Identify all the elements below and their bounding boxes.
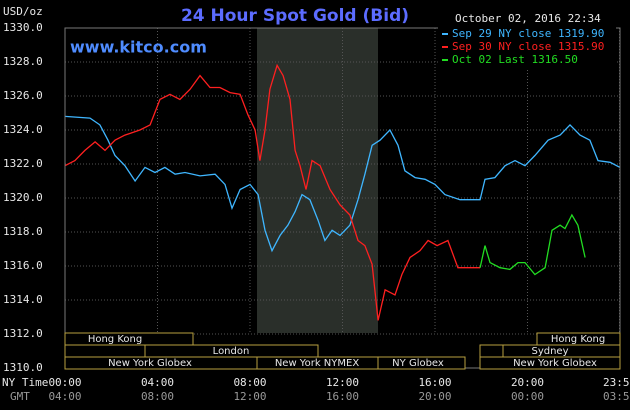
market-label: New York Globex [513, 358, 597, 369]
x-label: NY Time [2, 376, 48, 389]
market-bars: Hong Kong London New York Globex New Yor… [64, 332, 621, 370]
x2-tick-label: 04:00 [48, 390, 81, 403]
chart-title: 24 Hour Spot Gold (Bid) [181, 6, 409, 26]
series-line [64, 115, 621, 253]
legend-label: Sep 30 NY close 1315.90 [452, 40, 604, 53]
legend-box [438, 26, 616, 68]
market-bar [377, 356, 466, 370]
market-label: Sydney [531, 346, 568, 357]
series-line [479, 213, 586, 276]
market-label: London [213, 346, 250, 357]
market-bar [479, 344, 504, 358]
x2-tick-label: 20:00 [418, 390, 451, 403]
y-tick-label: 1326.0 [3, 89, 43, 102]
x-tick-label: 23:59 [603, 376, 630, 389]
market-label: NY Globex [392, 358, 444, 369]
market-label: Hong Kong [551, 334, 605, 345]
x2-tick-label: 03:59 [603, 390, 630, 403]
y-tick-label: 1330.0 [3, 21, 43, 34]
session-shade [257, 28, 378, 333]
y-tick-label: 1320.0 [3, 191, 43, 204]
x-tick-label: 08:00 [233, 376, 266, 389]
market-bar [64, 344, 146, 358]
market-label: New York NYMEX [275, 358, 360, 369]
x2-tick-label: 16:00 [326, 390, 359, 403]
legend-label: Sep 29 NY close 1319.90 [452, 27, 604, 40]
x-tick-label: 04:00 [141, 376, 174, 389]
x-tick-label: 16:00 [418, 376, 451, 389]
market-label: Hong Kong [88, 334, 142, 345]
y-tick-label: 1316.0 [3, 259, 43, 272]
x-tick-label: 00:00 [48, 376, 81, 389]
y-tick-label: 1312.0 [3, 327, 43, 340]
y-tick-label: 1328.0 [3, 55, 43, 68]
lines [64, 63, 621, 321]
y-tick-label: 1322.0 [3, 157, 43, 170]
y-tick-label: 1310.0 [3, 361, 43, 374]
y-label: USD/oz [3, 5, 43, 18]
series-line [64, 63, 481, 321]
x-tick-label: 20:00 [511, 376, 544, 389]
x2-label: GMT [10, 390, 30, 403]
timestamp: October 02, 2016 22:34 [455, 12, 601, 25]
y-tick-label: 1314.0 [3, 293, 43, 306]
market-label: New York Globex [108, 358, 192, 369]
y-tick-label: 1318.0 [3, 225, 43, 238]
website: www.kitco.com [70, 38, 207, 57]
legend-label: Oct 02 Last 1316.50 [452, 53, 578, 66]
x2-tick-label: 08:00 [141, 390, 174, 403]
y-tick-label: 1324.0 [3, 123, 43, 136]
x-tick-label: 12:00 [326, 376, 359, 389]
market-bar [479, 356, 621, 370]
x2-tick-label: 12:00 [233, 390, 266, 403]
x2-tick-label: 00:00 [511, 390, 544, 403]
